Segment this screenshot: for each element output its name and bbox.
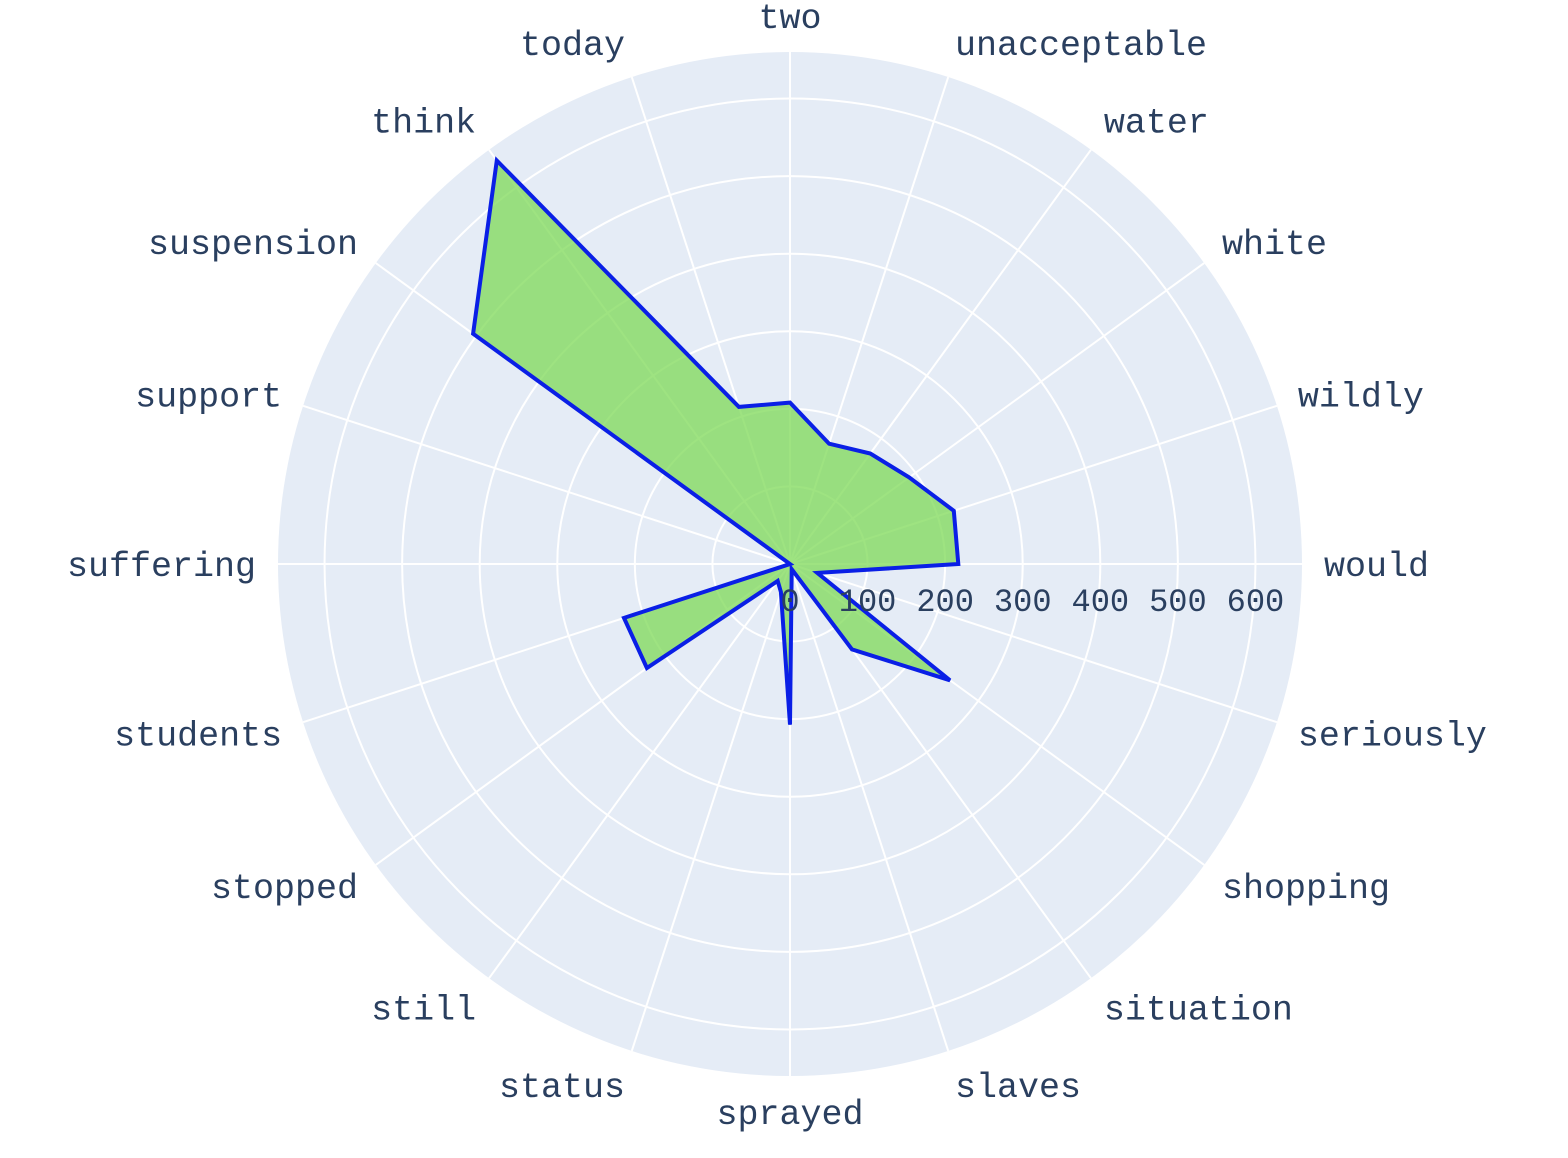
data-point-white (908, 476, 910, 478)
category-label-suspension: suspension (148, 225, 358, 265)
data-point-would (957, 563, 959, 565)
data-point-students (623, 617, 625, 619)
data-point-shopping (949, 679, 951, 681)
data-point-sprayed (789, 724, 791, 726)
data-point-suffering (789, 563, 791, 565)
category-label-seriously: seriously (1298, 716, 1487, 756)
data-point-stopped (646, 667, 648, 669)
category-label-slaves: slaves (955, 1068, 1081, 1108)
data-series-area (470, 156, 961, 725)
category-label-situation: situation (1104, 990, 1293, 1030)
angular-category-labels: would wildly white water unacceptable two toda… (67, 0, 1487, 1135)
data-point-two (789, 402, 791, 404)
category-label-think: think (371, 104, 476, 144)
category-label-status: status (499, 1068, 625, 1108)
category-label-two: two (758, 0, 821, 39)
category-label-stopped: stopped (211, 869, 358, 909)
category-label-still: still (371, 990, 476, 1030)
category-label-would: would (1324, 547, 1429, 587)
data-point-seriously (816, 572, 818, 574)
data-point-wildly (953, 510, 955, 512)
angular-gridline (630, 563, 791, 1052)
angular-gridline (789, 563, 950, 1052)
radial-tick-labels: 0 100 200 300 400 500 600 (780, 584, 1284, 621)
data-point-status (780, 591, 782, 593)
radial-tick-label: 100 (839, 584, 897, 621)
angular-gridline (789, 563, 1278, 724)
data-point-situation (851, 648, 853, 650)
data-point-slaves (791, 568, 793, 570)
category-label-wildly: wildly (1298, 378, 1424, 418)
category-label-unacceptable: unacceptable (955, 26, 1207, 66)
category-label-students: students (114, 716, 282, 756)
category-label-support: support (135, 378, 282, 418)
category-label-sprayed: sprayed (716, 1095, 863, 1135)
category-label-today: today (520, 26, 625, 66)
radial-tick-label: 300 (994, 584, 1052, 621)
radial-tick-label: 200 (916, 584, 974, 621)
category-label-water: water (1104, 104, 1209, 144)
data-point-suspension (472, 333, 474, 335)
radial-tick-label: 600 (1227, 584, 1285, 621)
data-point-still (777, 580, 779, 582)
radial-tick-label: 0 (780, 584, 799, 621)
angular-gridline (302, 404, 791, 565)
data-point-think (496, 159, 498, 161)
angular-gridline (488, 563, 791, 979)
category-label-suffering: suffering (67, 547, 256, 587)
data-point-today (738, 406, 740, 408)
category-label-white: white (1222, 225, 1327, 265)
radial-tick-label: 400 (1071, 584, 1129, 621)
radial-tick-label: 500 (1149, 584, 1207, 621)
data-point-water (869, 453, 871, 455)
data-point-unacceptable (828, 443, 830, 445)
category-label-shopping: shopping (1222, 869, 1390, 909)
